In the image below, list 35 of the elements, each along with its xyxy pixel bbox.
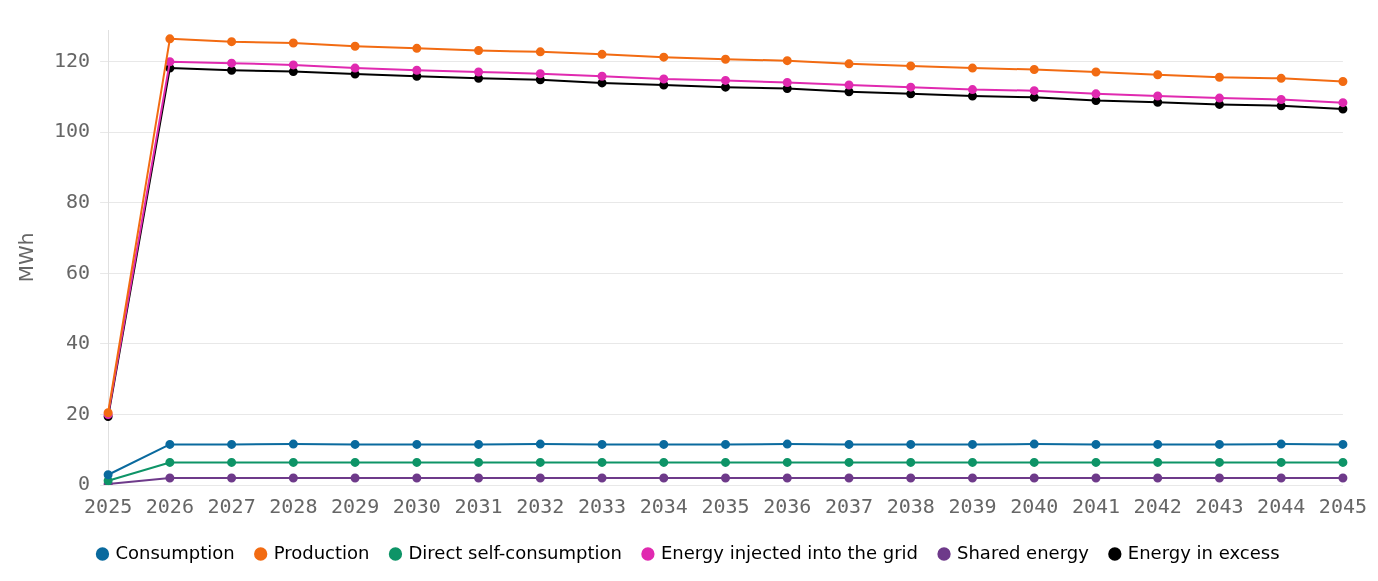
y-tick-label: 0: [78, 471, 91, 496]
legend-label: Energy in excess: [1127, 541, 1280, 563]
x-tick-label: 2037: [824, 494, 874, 519]
x-tick-label: 2027: [207, 494, 256, 519]
y-tick-label: 100: [54, 118, 91, 143]
x-tick-label: 2026: [145, 494, 194, 519]
legend-label: Production: [273, 541, 370, 563]
x-tick-label: 2030: [392, 494, 441, 519]
y-tick-label: 80: [66, 189, 91, 214]
x-tick-label: 2039: [948, 494, 997, 519]
x-tick-label: 2028: [269, 494, 318, 519]
x-tick-label: 2029: [331, 494, 380, 519]
x-tick-label: 2031: [454, 494, 503, 519]
y-tick-label: 20: [66, 400, 91, 425]
x-tick-label: 2044: [1257, 494, 1306, 519]
legend-label: Direct self-consumption: [408, 541, 622, 563]
legend-label: Consumption: [115, 541, 235, 563]
x-tick-label: 2041: [1071, 494, 1121, 519]
x-tick-label: 2042: [1133, 494, 1182, 519]
y-tick-label: 60: [66, 259, 91, 284]
x-tick-label: 2040: [1010, 494, 1059, 519]
x-tick-label: 2025: [84, 494, 133, 519]
x-tick-label: 2035: [701, 494, 750, 519]
x-tick-label: 2043: [1195, 494, 1244, 519]
x-tick-label: 2045: [1318, 494, 1367, 519]
x-tick-label: 2036: [763, 494, 812, 519]
x-tick-label: 2033: [577, 494, 627, 519]
legend-label: Energy injected into the grid: [660, 541, 919, 563]
x-tick-label: 2038: [886, 494, 935, 519]
legend-label: Shared energy: [957, 541, 1090, 563]
y-axis-title: MWh: [14, 232, 39, 283]
y-tick-label: 120: [54, 47, 91, 72]
x-tick-label: 2034: [639, 494, 688, 519]
x-tick-label: 2032: [516, 494, 565, 519]
y-tick-label: 40: [66, 330, 91, 355]
